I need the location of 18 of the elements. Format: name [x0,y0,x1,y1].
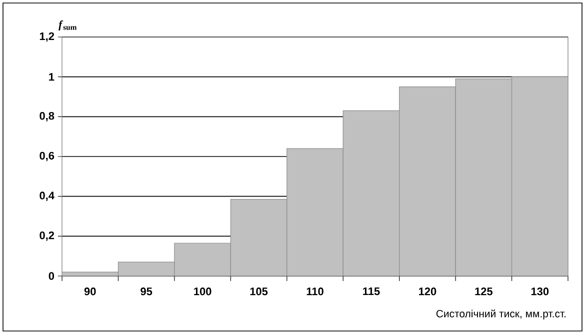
x-tick-label: 105 [250,288,268,296]
x-axis-title: Систолічний тиск, мм.рт.ст. [436,310,566,320]
y-tick-label: 0,2 [40,232,54,241]
y-tick-label: 1 [49,73,54,81]
y-axis-title: f$_{sum}$ [58,20,77,30]
x-tick-label: 95 [140,288,152,296]
x-tick-label: 120 [418,288,436,296]
x-tick-label: 125 [475,288,492,296]
x-tick-label: 100 [194,288,212,296]
y-tick-label: 0,6 [40,152,54,162]
y-tick-label: 0,8 [40,112,54,122]
x-tick-label: 130 [531,288,549,296]
x-tick-label: 90 [84,288,96,296]
y-tick-label: 0 [48,272,54,280]
y-tick-label: 0,4 [40,192,54,202]
y-tick-label: 1,2 [40,32,54,42]
x-tick-label: 115 [363,288,380,296]
x-tick-label: 110 [306,288,324,296]
